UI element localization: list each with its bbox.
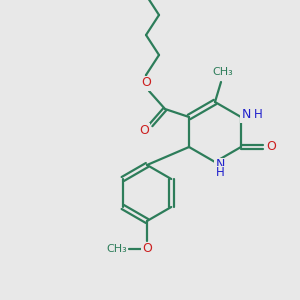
Text: H: H	[254, 109, 263, 122]
Text: O: O	[139, 124, 149, 136]
Text: O: O	[142, 242, 152, 256]
Text: O: O	[141, 76, 151, 89]
Text: CH₃: CH₃	[106, 244, 128, 254]
Text: CH₃: CH₃	[213, 67, 233, 77]
Text: N: N	[241, 109, 251, 122]
Text: H: H	[216, 167, 224, 179]
Text: N: N	[215, 158, 225, 172]
Text: O: O	[266, 140, 276, 154]
